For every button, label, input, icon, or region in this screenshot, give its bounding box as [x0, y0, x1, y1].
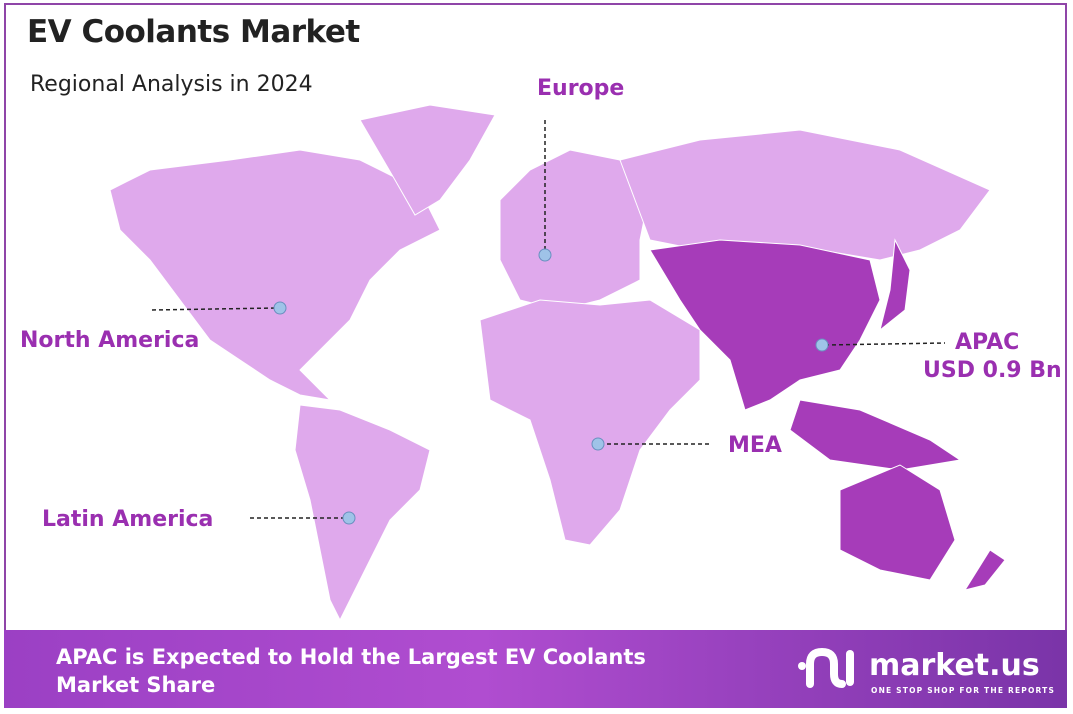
page-subtitle: Regional Analysis in 2024: [30, 72, 313, 97]
marker-mea: [591, 437, 605, 451]
marker-europe: [538, 248, 552, 262]
label-mea: MEA: [728, 433, 782, 458]
marker-north-america: [273, 301, 287, 315]
label-latin-america: Latin America: [42, 507, 214, 532]
greenland-shape: [359, 104, 496, 216]
footer-headline: APAC is Expected to Hold the Largest EV …: [56, 645, 646, 697]
label-apac: APAC: [955, 330, 1019, 356]
label-apac-value: USD 0.9 Bn: [923, 358, 1062, 383]
mea-shape: [479, 299, 701, 546]
marker-apac: [815, 338, 829, 352]
se-asia-islands-shape: [789, 399, 962, 471]
label-apac-name: APAC: [955, 330, 1020, 355]
russia-shape: [619, 129, 991, 261]
europe-shape: [499, 149, 651, 311]
australia-shape: [839, 464, 956, 581]
footer-banner: APAC is Expected to Hold the Largest EV …: [4, 630, 1067, 708]
japan-shape: [879, 238, 911, 332]
logo-tagline: ONE STOP SHOP FOR THE REPORTS: [871, 686, 1056, 695]
north-america-shape: [109, 149, 441, 401]
logo-wordmark: market.us: [869, 648, 1040, 683]
label-europe: Europe: [537, 76, 625, 101]
apac-shape: [649, 239, 881, 411]
latin-america-shape: [294, 404, 431, 622]
page-title: EV Coolants Market: [27, 14, 360, 50]
marker-latin-america: [342, 511, 356, 525]
label-north-america: North America: [20, 328, 200, 353]
logo-icon: [798, 647, 854, 688]
market-us-logo: market.us ONE STOP SHOP FOR THE REPORTS: [794, 644, 1054, 698]
new-zealand-shape: [963, 549, 1006, 591]
